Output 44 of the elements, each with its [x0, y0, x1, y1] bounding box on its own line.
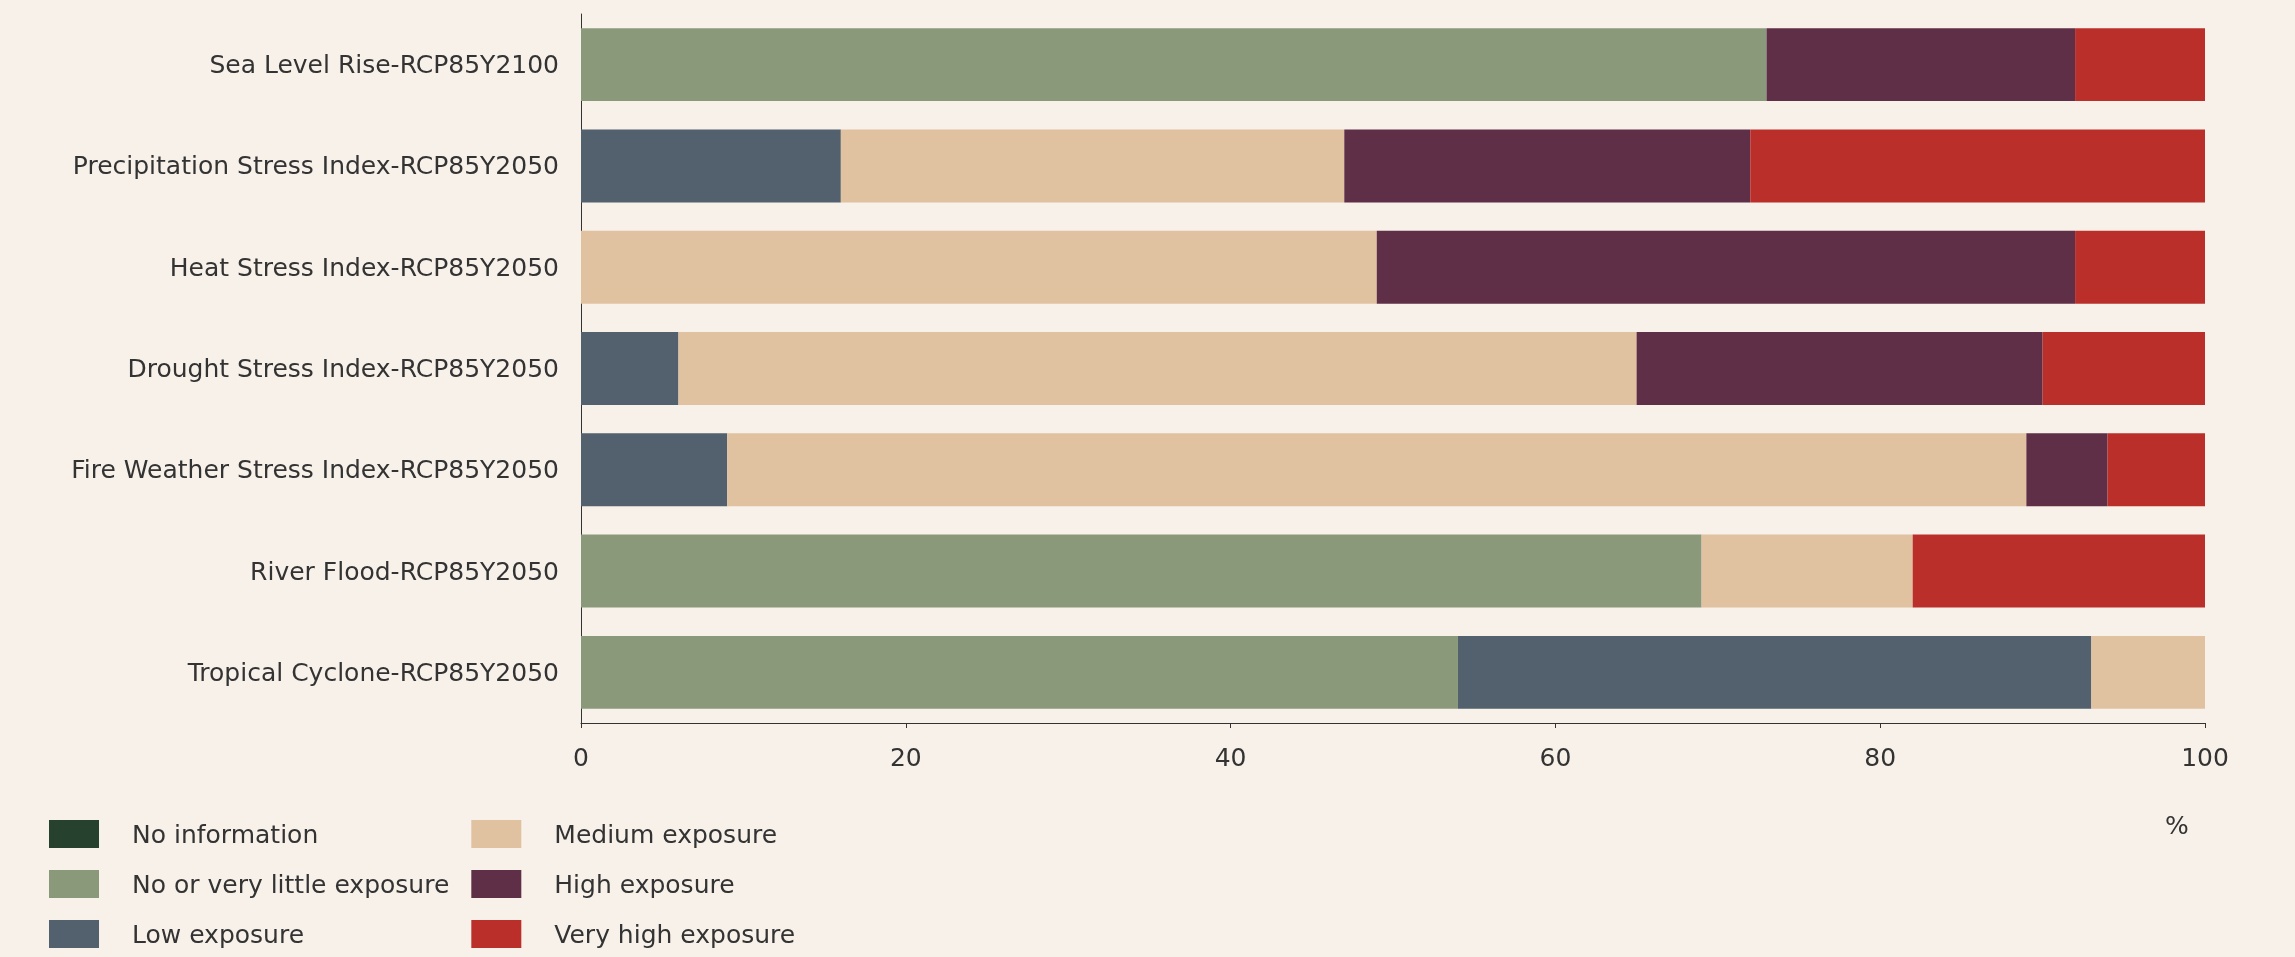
bar [581, 433, 728, 507]
x-tick-label: 80 [1864, 743, 1897, 772]
bar [581, 28, 1767, 102]
bar [2075, 28, 2205, 102]
y-tick-label: Sea Level Rise-RCP85Y2100 [209, 50, 559, 80]
legend-label: Medium exposure [554, 819, 778, 849]
x-tick-label: 100 [2181, 743, 2229, 772]
bar [1912, 534, 2205, 608]
legend-label: Low exposure [132, 919, 305, 949]
bar [1457, 635, 2092, 709]
y-tick-label: River Flood-RCP85Y2050 [250, 556, 559, 586]
y-tick-label: Precipitation Stress Index-RCP85Y2050 [72, 151, 559, 181]
y-tick-label: Fire Weather Stress Index-RCP85Y2050 [71, 455, 559, 485]
bar [1376, 230, 2076, 304]
y-tick-label: Heat Stress Index-RCP85Y2050 [169, 252, 559, 282]
bar [581, 534, 1702, 608]
legend-label: Very high exposure [554, 919, 796, 949]
bar [1701, 534, 1913, 608]
bar [581, 635, 1458, 709]
y-tick-label: Tropical Cyclone-RCP85Y2050 [186, 657, 559, 687]
x-axis-title: % [2165, 811, 2189, 840]
x-tick-label: 40 [1214, 743, 1247, 772]
bar [2091, 635, 2205, 709]
bar [727, 433, 2027, 507]
bar [1750, 129, 2205, 203]
legend-label: No information [132, 819, 319, 849]
bar [1766, 28, 2076, 102]
bar [678, 332, 1637, 405]
x-tick-label: 20 [889, 743, 922, 772]
bar [2107, 433, 2205, 507]
legend-label: No or very little exposure [132, 869, 450, 899]
bar [2042, 332, 2205, 405]
bar [1344, 129, 1751, 203]
y-tick-label: Drought Stress Index-RCP85Y2050 [127, 354, 559, 383]
bar [840, 129, 1345, 203]
bar [581, 332, 679, 405]
x-tick-label: 0 [573, 743, 589, 772]
bar [581, 230, 1377, 304]
legend-label: High exposure [554, 869, 735, 899]
bar [581, 129, 841, 203]
x-tick-label: 60 [1539, 743, 1572, 772]
bar [2026, 433, 2108, 507]
bar [1636, 332, 2043, 405]
bar [2075, 230, 2205, 304]
